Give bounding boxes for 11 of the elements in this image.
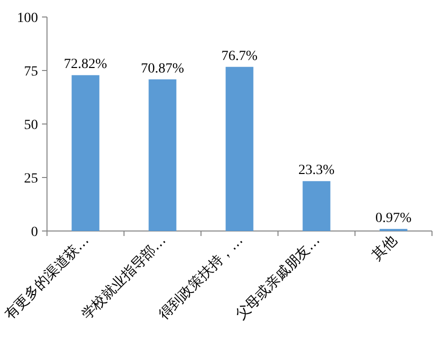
data-label: 0.97%	[375, 210, 412, 226]
y-tick-label: 75	[24, 64, 38, 80]
data-label: 70.87%	[140, 61, 184, 76]
x-tick-label: 其他	[369, 232, 400, 264]
y-tick-label: 0	[31, 225, 38, 240]
y-tick-label: 25	[24, 172, 38, 186]
y-tick-label: 50	[24, 118, 38, 133]
y-tick-label: 100	[17, 11, 38, 26]
data-label: 72.82%	[64, 57, 108, 72]
data-label: 23.3%	[298, 163, 335, 178]
data-label: 76.7%	[221, 48, 258, 64]
